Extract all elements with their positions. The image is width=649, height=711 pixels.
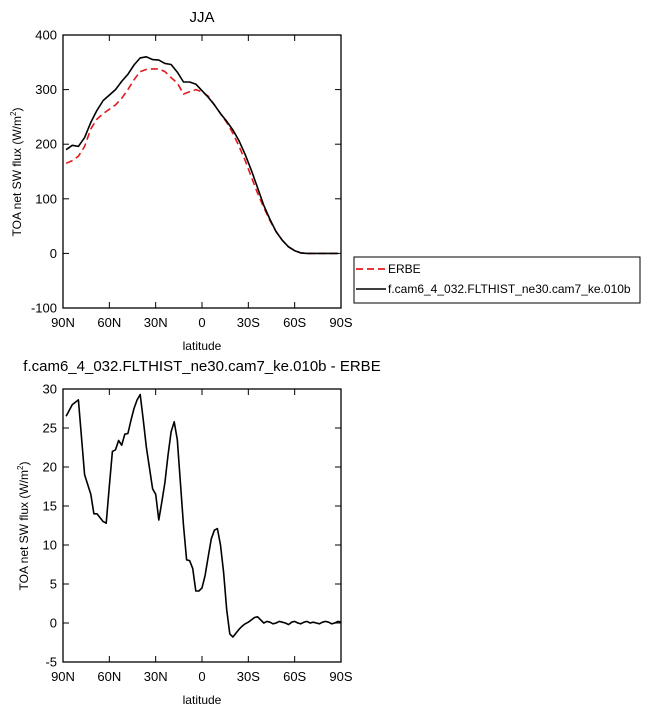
bottom-x-tick-label: 0 [198, 669, 205, 684]
bottom-y-tick-label: -5 [45, 655, 57, 670]
bottom-y-tick-label: 20 [43, 460, 57, 475]
top-chart-title: JJA [189, 9, 214, 26]
bottom-chart-lines [65, 393, 342, 638]
top-y-tick-label: 400 [35, 28, 57, 43]
top-y-label-close: ) [10, 108, 24, 112]
bottom-chart: f.cam6_4_032.FLTHIST_ne30.cam7_ke.010b -… [16, 358, 381, 707]
legend-model-label: f.cam6_4_032.FLTHIST_ne30.cam7_ke.010b [388, 282, 631, 296]
top-chart-lines [65, 55, 338, 255]
bottom-y-tick-label: 25 [43, 421, 57, 436]
legend-box [353, 256, 641, 304]
bottom-chart-frame [62, 388, 342, 663]
legend-erbe-label: ERBE [388, 262, 421, 276]
top-y-tick-label: 200 [35, 137, 57, 152]
top-y-label-main: TOA net SW flux (W/m [10, 116, 24, 236]
top-y-tick-label: 300 [35, 82, 57, 97]
top-x-tick-label: 60S [283, 315, 306, 330]
bottom-y-tick-label: 0 [50, 616, 57, 631]
bottom-chart-y-axis-label: TOA net SW flux (W/m2) [16, 462, 31, 591]
top-chart-ticks: 90N 60N 30N 0 30S 60S 90S -100 0 100 200 300 400 [31, 28, 353, 331]
bottom-x-tick-label: 60N [97, 669, 121, 684]
bottom-x-tick-label: 30S [237, 669, 260, 684]
bottom-y-label-close: ) [17, 462, 31, 466]
top-series-line-1 [65, 55, 338, 255]
bottom-chart-ticks: 90N 60N 30N 0 30S 60S 90S -5 0 5 10 15 20 25 30 [43, 382, 353, 685]
bottom-y-tick-label: 10 [43, 538, 57, 553]
bottom-x-tick-label: 30N [144, 669, 168, 684]
legend: ERBE f.cam6_4_032.FLTHIST_ne30.cam7_ke.0… [353, 256, 641, 304]
bottom-x-tick-label: 90N [51, 669, 75, 684]
top-y-tick-label: 0 [50, 246, 57, 261]
bottom-chart-x-axis-label: latitude [183, 693, 222, 707]
bottom-y-tick-label: 5 [50, 577, 57, 592]
bottom-x-tick-label: 90S [329, 669, 352, 684]
bottom-y-label-sup: 2 [16, 465, 25, 470]
top-y-tick-label: 100 [35, 191, 57, 206]
top-chart-y-axis-label: TOA net SW flux (W/m2) [9, 108, 24, 237]
bottom-chart-title: f.cam6_4_032.FLTHIST_ne30.cam7_ke.010b -… [23, 358, 380, 375]
top-x-tick-label: 0 [198, 315, 205, 330]
top-y-label-sup: 2 [9, 111, 18, 116]
bottom-y-label-main: TOA net SW flux (W/m [17, 470, 31, 590]
bottom-series-line-0 [65, 393, 342, 638]
top-chart-frame [62, 34, 342, 309]
top-x-tick-label: 30S [237, 315, 260, 330]
top-chart: JJA 90N 60N 30N 0 30S 60S 90S -100 0 100 200 300 400… [9, 9, 641, 353]
top-x-tick-label: 60N [97, 315, 121, 330]
top-chart-x-axis-label: latitude [183, 339, 222, 353]
top-x-tick-label: 90N [51, 315, 75, 330]
top-x-tick-label: 30N [144, 315, 168, 330]
top-x-tick-label: 90S [329, 315, 352, 330]
bottom-y-tick-label: 15 [43, 499, 57, 514]
bottom-x-tick-label: 60S [283, 669, 306, 684]
top-y-tick-label: -100 [31, 301, 57, 316]
bottom-y-tick-label: 30 [43, 382, 57, 397]
